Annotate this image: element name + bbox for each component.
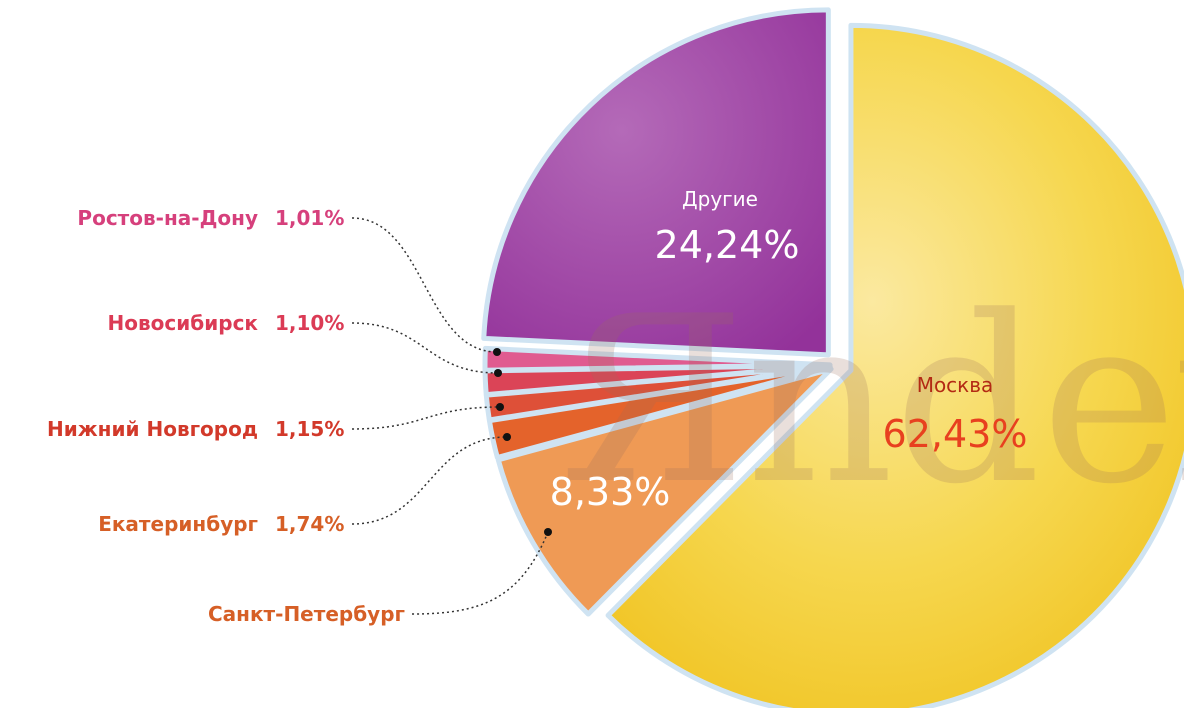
connector-rostov-on-don	[351, 217, 498, 353]
callout-label-saint-petersburg: Санкт-Петербург	[208, 602, 405, 626]
connector-dot-nizhny-novgorod	[496, 403, 504, 411]
slice-label-moscow: Москва	[917, 373, 994, 397]
slice-value-others: 24,24%	[655, 223, 800, 267]
connector-saint-petersburg	[411, 531, 549, 615]
callout-value-nizhny-novgorod: 1,15%	[275, 417, 344, 441]
connector-dot-yekaterinburg	[503, 433, 511, 441]
callout-value-yekaterinburg: 1,74%	[275, 512, 344, 536]
connector-dot-saint-petersburg	[544, 528, 552, 536]
callout-label-yekaterinburg: Екатеринбург	[98, 512, 258, 536]
callout-label-nizhny-novgorod: Нижний Новгород	[47, 417, 258, 441]
watermark-text: Яndex	[560, 268, 1184, 535]
callout-value-rostov-on-don: 1,01%	[275, 206, 344, 230]
pie-slice-rostov-on-don	[482, 345, 833, 373]
connector-dot-rostov-on-don	[493, 348, 501, 356]
callout-value-novosibirsk: 1,10%	[275, 311, 344, 335]
slice-value-saint-petersburg: 8,33%	[550, 470, 671, 514]
callout-label-novosibirsk: Новосибирск	[108, 311, 259, 335]
slice-value-moscow: 62,43%	[883, 412, 1028, 456]
pie-slice-others	[481, 7, 831, 358]
slice-label-others: Другие	[682, 187, 758, 211]
pie-slices	[481, 7, 1184, 708]
callout-labels: Москва 62,43% Другие 24,24% 8,33% Ростов-на-Д…	[47, 187, 1027, 626]
connector-nizhny-novgorod	[351, 406, 501, 430]
callout-label-rostov-on-don: Ростов-на-Дону	[77, 206, 258, 230]
pie-slice-saint-petersburg	[495, 366, 834, 617]
connector-dot-novosibirsk	[494, 369, 502, 377]
callout-connectors	[351, 217, 552, 615]
connector-yekaterinburg	[351, 436, 508, 525]
pie-slice-moscow	[605, 22, 1184, 708]
